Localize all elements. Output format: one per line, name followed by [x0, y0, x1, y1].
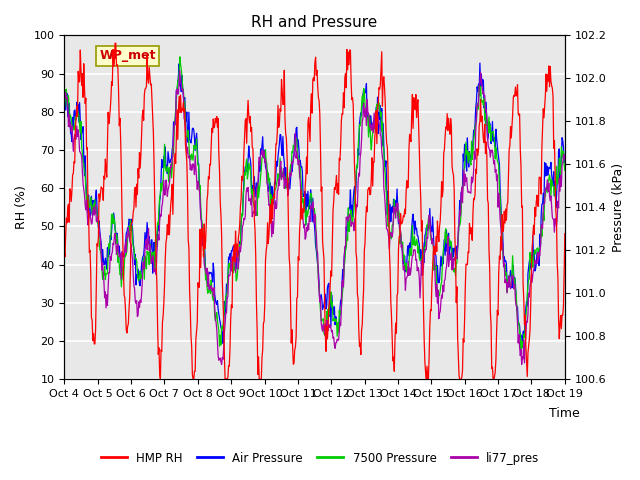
X-axis label: Time: Time: [550, 407, 580, 420]
Y-axis label: RH (%): RH (%): [15, 185, 28, 229]
Title: RH and Pressure: RH and Pressure: [252, 15, 378, 30]
Legend: HMP RH, Air Pressure, 7500 Pressure, li77_pres: HMP RH, Air Pressure, 7500 Pressure, li7…: [96, 447, 544, 469]
Y-axis label: Pressure (kPa): Pressure (kPa): [612, 163, 625, 252]
Text: WP_met: WP_met: [99, 49, 156, 62]
